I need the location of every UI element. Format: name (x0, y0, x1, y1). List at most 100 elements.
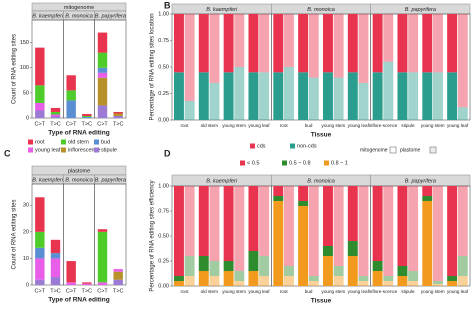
bar-segment (308, 276, 319, 281)
bar-segment (422, 14, 433, 73)
bar-segment (184, 256, 195, 276)
y-tick-label: 0 (26, 115, 29, 121)
bar-segment (397, 276, 408, 286)
bar-segment (283, 14, 294, 67)
bar-segment (358, 281, 369, 286)
x-tick-label: root (280, 289, 289, 294)
bar-segment (50, 107, 61, 112)
bar-segment (432, 281, 443, 284)
panel-title: plastome (68, 168, 90, 174)
bar-segment (298, 206, 309, 286)
bar-segment (457, 276, 468, 286)
bar-segment (234, 186, 245, 271)
bar-segment (397, 266, 408, 276)
bar-segment (223, 14, 234, 73)
y-tick-label: 0.25 (158, 258, 169, 264)
bar-segment (82, 115, 92, 117)
bar-segment (234, 14, 245, 67)
facet-label: B. kaempferi (206, 7, 238, 13)
bar-segment (432, 72, 443, 120)
bar-segment (173, 276, 184, 281)
x-tick-label: young stem (322, 123, 346, 128)
y-axis-title: Percentage of RNA editing sites location (150, 13, 156, 120)
bar-segment (223, 72, 234, 120)
y-tick-label: 50 (23, 90, 29, 96)
bar-segment (209, 261, 220, 276)
bar-segment (50, 258, 61, 278)
bar-segment (50, 116, 61, 118)
x-tick-label: bud (305, 289, 313, 294)
legend-swatch (324, 160, 329, 166)
genome-legend-label: plastome (400, 147, 421, 153)
bar-segment (198, 256, 209, 271)
y-tick-label: 0.50 (158, 64, 169, 70)
x-tick-label: young stem (421, 123, 445, 128)
bar-segment (35, 231, 45, 248)
bar-segment (50, 277, 61, 285)
bar-segment (259, 276, 270, 286)
x-axis-title: Type of RNA editing (48, 297, 109, 304)
y-tick-label: 100 (20, 65, 29, 71)
x-tick-label: C>T (35, 288, 46, 294)
bar-segment (333, 276, 344, 286)
bar-segment (347, 72, 358, 120)
y-axis-title: Percentage of RNA editing sites efficien… (150, 180, 156, 291)
bar-segment (173, 186, 184, 276)
bar-segment (113, 111, 123, 114)
bar-segment (97, 282, 108, 285)
legend-label: cds (257, 143, 266, 149)
x-tick-label: T>C (82, 288, 93, 294)
bar-segment (223, 261, 234, 271)
x-tick-label: stipule (401, 123, 415, 128)
bar-segment (273, 196, 284, 201)
bar-segment (358, 82, 369, 120)
x-tick-label: young leaf (447, 289, 469, 294)
x-tick-label: stipule (401, 289, 415, 294)
bar-segment (333, 77, 344, 120)
x-tick-label: C>T (97, 288, 108, 294)
x-tick-label: C>T (66, 121, 77, 127)
bar-segment (457, 14, 468, 108)
bar-segment (35, 47, 45, 86)
bar-segment (383, 186, 394, 276)
legend-label: young leaf (35, 147, 61, 153)
y-tick-label: 0.75 (158, 208, 169, 214)
bar-segment (283, 186, 294, 266)
bar-segment (259, 14, 270, 73)
bar-segment (82, 282, 92, 284)
bar-segment (408, 72, 419, 120)
bar-segment (50, 114, 61, 117)
bar-segment (308, 281, 319, 286)
x-axis-title: Type of RNA editing (48, 130, 109, 137)
y-tick-label: 0.75 (158, 38, 169, 44)
bar-segment (113, 279, 123, 285)
x-tick-label: root (180, 123, 189, 128)
bar-segment (457, 186, 468, 256)
bar-segment (259, 186, 270, 256)
facet-frame (370, 13, 471, 121)
bar-segment (383, 281, 394, 286)
bar-segment (66, 90, 76, 101)
bar-segment (50, 111, 61, 115)
bar-segment (248, 271, 259, 286)
bar-segment (184, 276, 195, 286)
facet-label: B. monoica (307, 7, 335, 13)
legend-swatch (94, 147, 99, 153)
y-tick-label: 0.00 (158, 283, 169, 289)
bar-segment (223, 271, 234, 286)
bar-segment (35, 258, 45, 280)
bar-segment (273, 72, 284, 120)
bar-segment (322, 72, 333, 120)
bar-segment (372, 14, 383, 73)
x-tick-label: root (180, 289, 189, 294)
legend-label: stipule (101, 147, 117, 153)
x-tick-label: young leaf (348, 123, 370, 128)
y-tick-label: 30 (23, 203, 29, 209)
x-tick-label: young stem (222, 289, 246, 294)
bar-segment (397, 186, 408, 266)
y-axis-title: Count of RNA editing sites (12, 34, 18, 104)
bar-segment (66, 75, 76, 91)
bar-segment (333, 186, 344, 266)
facet-label: B. monoica (307, 178, 335, 184)
bar-segment (35, 85, 45, 103)
